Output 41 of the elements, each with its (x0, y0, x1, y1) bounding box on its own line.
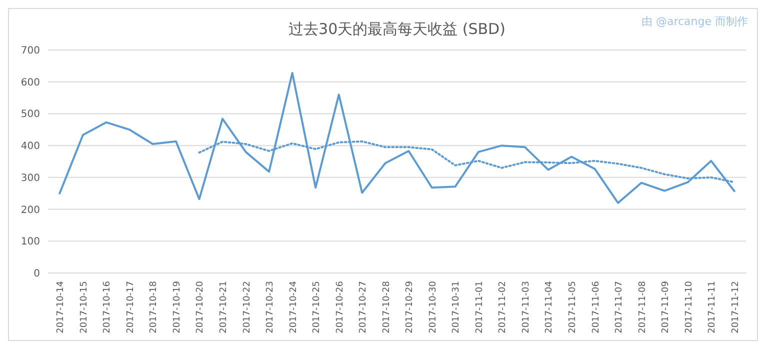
x-tick-label: 2017-10-30 (428, 280, 438, 334)
x-tick-label: 2017-10-17 (126, 281, 136, 334)
x-tick-label: 2017-10-19 (172, 280, 182, 334)
x-tick-label: 2017-10-29 (405, 280, 416, 334)
x-tick-label: 2017-10-14 (56, 280, 66, 334)
line-series (58, 72, 736, 204)
x-tick-label: 2017-10-22 (242, 281, 252, 334)
x-tick-label: 2017-10-21 (219, 281, 229, 334)
x-tick-label: 2017-10-23 (266, 281, 276, 334)
y-tick-label: 400 (20, 141, 40, 152)
x-tick-label: 2017-11-04 (544, 280, 555, 334)
x-tick-label: 2017-11-08 (638, 280, 648, 334)
x-tick-label: 2017-10-28 (382, 280, 392, 334)
x-tick-label: 2017-10-26 (335, 280, 346, 334)
y-tick-label: 300 (20, 172, 40, 184)
x-tick-label: 2017-11-09 (661, 280, 672, 334)
y-tick-label: 500 (20, 109, 40, 120)
y-tick-label: 0 (34, 268, 40, 280)
x-tick-label: 2017-10-24 (288, 280, 299, 334)
y-tick-label: 700 (20, 46, 40, 56)
x-tick-label: 2017-11-01 (474, 281, 485, 334)
x-tick-label: 2017-11-06 (591, 280, 602, 334)
x-tick-label: 2017-10-18 (149, 280, 160, 334)
x-tick-label: 2017-10-20 (196, 280, 206, 334)
x-tick-label: 2017-10-15 (79, 281, 90, 334)
y-tick-label: 600 (20, 77, 40, 88)
chart-title: 过去30天的最高每天收益 (SBD) (288, 20, 506, 38)
x-tick-label: 2017-11-03 (521, 281, 532, 334)
x-tick-label: 2017-11-12 (730, 281, 741, 334)
x-tick-label: 2017-10-16 (102, 280, 113, 334)
x-tick-label: 2017-10-27 (358, 281, 369, 334)
x-tick-label: 2017-11-10 (684, 280, 694, 334)
x-tick-label: 2017-10-31 (452, 281, 462, 334)
x-tick-label: 2017-11-11 (708, 281, 718, 334)
y-tick-label: 100 (20, 236, 40, 248)
x-tick-label: 2017-11-02 (498, 281, 508, 334)
text: 由 @arcange 而制作 (641, 15, 748, 28)
x-tick-label: 2017-11-07 (614, 281, 625, 334)
y-tick-label: 200 (20, 204, 40, 216)
x-tick-label: 2017-11-05 (568, 281, 578, 334)
x-tick-label: 2017-10-25 (312, 281, 322, 334)
